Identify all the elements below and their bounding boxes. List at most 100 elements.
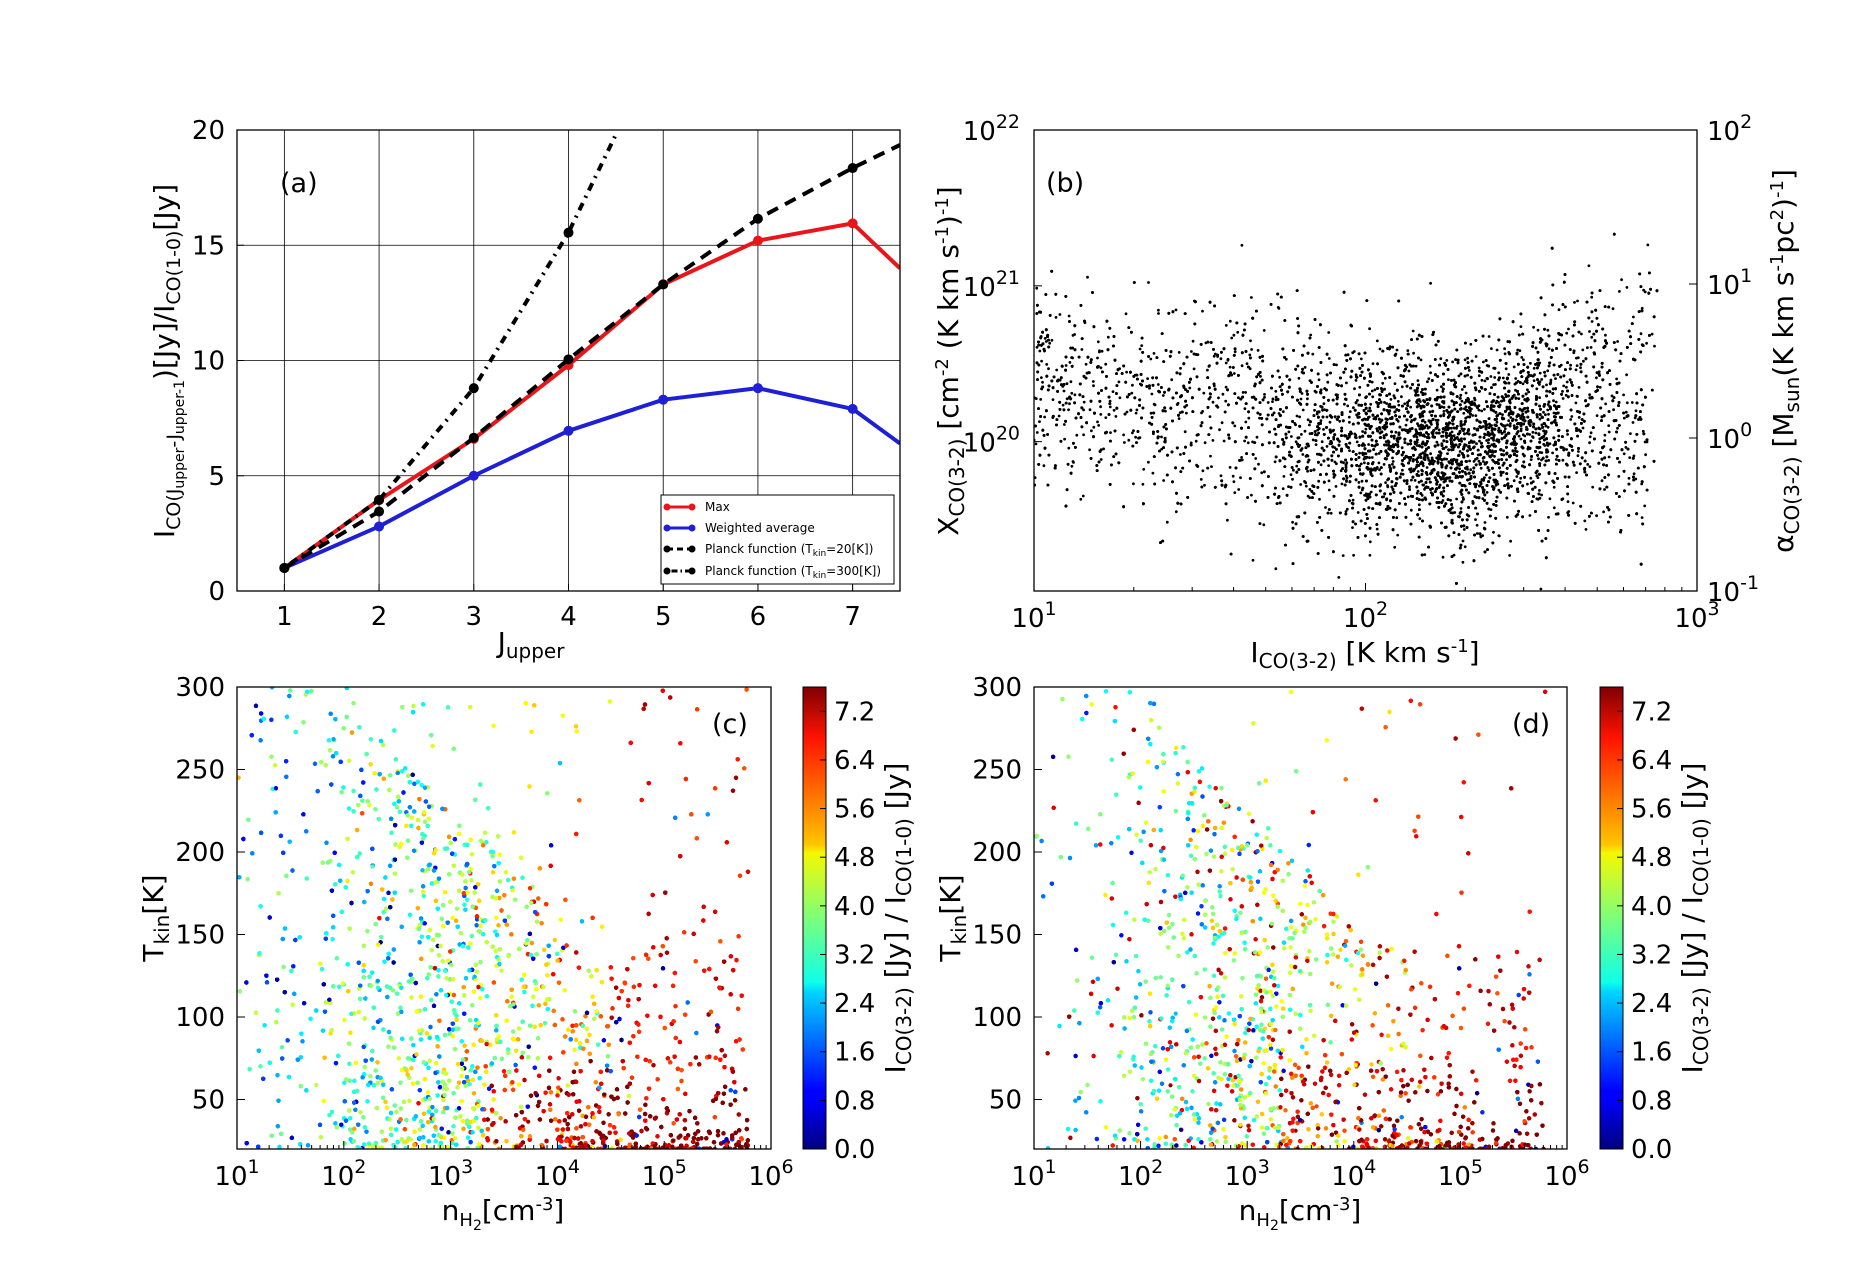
- panel-b-point: [1271, 397, 1275, 401]
- panel-b-point: [1385, 402, 1388, 405]
- panel-a-series-line-3: [283, 133, 618, 570]
- panel-b-point: [1418, 517, 1422, 520]
- panel-b-point: [1132, 482, 1135, 486]
- panel-b-point: [1645, 341, 1648, 345]
- panel-b-point: [1377, 461, 1381, 465]
- panel-b-point: [1203, 441, 1207, 445]
- panel-b-point: [1141, 482, 1145, 486]
- panel-b-point: [1251, 558, 1255, 562]
- panel-b-point: [1300, 433, 1303, 436]
- panel-b-point: [1351, 526, 1354, 529]
- panel-b-point: [1367, 443, 1370, 446]
- panel-a-series-3-point: [468, 383, 479, 394]
- panel-b-point: [1395, 348, 1399, 352]
- panel-a-series-3-point: [279, 562, 290, 573]
- panel-b-point: [1240, 458, 1244, 462]
- panel-b-point: [1135, 408, 1139, 412]
- panel-b-point: [1617, 475, 1621, 478]
- panel-a-ytick-label: 20: [192, 116, 225, 146]
- panel-b-point: [1317, 378, 1321, 382]
- panel-b-point: [1423, 450, 1427, 453]
- panel-b-point: [1502, 399, 1506, 402]
- panel-a-xtick-label: 1: [276, 602, 293, 632]
- panel-b-point: [1131, 431, 1134, 435]
- panel-b-point: [1232, 333, 1236, 337]
- panel-b-point: [1040, 376, 1043, 379]
- panel-b-point: [1359, 357, 1363, 361]
- panel-b-point: [1416, 393, 1420, 397]
- panel-b-point: [1423, 420, 1427, 424]
- panel-b-point: [1112, 408, 1116, 412]
- panel-b-point: [1410, 478, 1413, 482]
- panel-b-point: [1375, 427, 1379, 430]
- panel-b-point: [1378, 421, 1382, 424]
- panel-b-point: [1100, 349, 1104, 353]
- panel-b-point: [1352, 350, 1356, 353]
- panel-b-point: [1262, 523, 1266, 527]
- panel-b-point: [1332, 475, 1336, 479]
- panel-b-point: [1081, 494, 1085, 498]
- panel-a-ytick-label: 15: [192, 231, 225, 261]
- panel-a-series-2-point: [752, 213, 763, 224]
- panel-b-point: [1415, 444, 1419, 447]
- panel-b-point: [1035, 431, 1039, 434]
- panel-b-point: [1082, 400, 1086, 404]
- panel-b-point: [1416, 456, 1420, 460]
- panel-b-point: [1421, 440, 1425, 444]
- panel-b-point: [1043, 337, 1047, 340]
- legend-entry-planck-20k: Planck function (Tkin=20[K]): [663, 542, 873, 559]
- panel-b-point: [1603, 433, 1607, 437]
- panel-b-point: [1519, 325, 1523, 328]
- panel-b-point: [1244, 391, 1247, 394]
- panel-b-point: [1127, 438, 1131, 442]
- panel-b-point: [1429, 281, 1432, 285]
- panel-b-point: [1565, 448, 1569, 451]
- panel-b-point: [1542, 410, 1545, 414]
- panel-b-point: [1473, 427, 1476, 430]
- panel-b-point: [1427, 458, 1431, 462]
- panel-b-point: [1311, 352, 1315, 356]
- panel-b-point: [1345, 507, 1349, 511]
- panel-b-point: [1469, 468, 1473, 472]
- panel-b-point: [1149, 357, 1153, 361]
- panel-b-point: [1561, 458, 1565, 462]
- panel-b-point: [1070, 391, 1074, 395]
- panel-b-point: [1571, 501, 1575, 505]
- panel-b-point: [1588, 435, 1592, 439]
- panel-b-point: [1607, 430, 1611, 434]
- panel-b-point: [1211, 439, 1215, 442]
- panel-b-point: [1565, 385, 1568, 389]
- panel-a-series-2-point: [847, 163, 858, 174]
- panel-b-point: [1099, 366, 1103, 370]
- panel-b-point: [1411, 446, 1414, 450]
- panel-b-point: [1576, 395, 1579, 398]
- panel-b-point: [1248, 353, 1252, 357]
- panel-b-point: [1233, 424, 1237, 428]
- panel-b-point: [1342, 461, 1345, 465]
- panel-b-point: [1412, 351, 1415, 355]
- panel-b-point: [1179, 453, 1182, 456]
- panel-b-point: [1391, 462, 1394, 466]
- panel-b-point: [1435, 403, 1439, 406]
- legend-entry-max: Max: [663, 500, 730, 514]
- panel-b-point: [1519, 429, 1523, 433]
- panel-b-point: [1441, 555, 1445, 559]
- panel-b-point: [1538, 464, 1542, 468]
- panel-b-point: [1224, 399, 1228, 403]
- panel-b-point: [1538, 489, 1541, 492]
- panel-b-point: [1219, 474, 1223, 478]
- panel-b-point: [1352, 553, 1355, 557]
- panel-a-xtick-label: 3: [466, 602, 483, 632]
- panel-b-point: [1237, 396, 1240, 400]
- panel-b-point: [1600, 479, 1604, 483]
- panel-b-point: [1630, 401, 1634, 404]
- panel-b-point: [1300, 392, 1304, 395]
- panel-b-point: [1208, 415, 1212, 418]
- panel-b-point: [1479, 466, 1483, 470]
- panel-b-point: [1487, 441, 1490, 445]
- panel-b-point: [1357, 481, 1361, 484]
- panel-b-point: [1534, 431, 1538, 435]
- panel-b-point: [1278, 375, 1281, 379]
- panel-b-point: [1079, 497, 1083, 501]
- panel-b-point: [1299, 397, 1303, 401]
